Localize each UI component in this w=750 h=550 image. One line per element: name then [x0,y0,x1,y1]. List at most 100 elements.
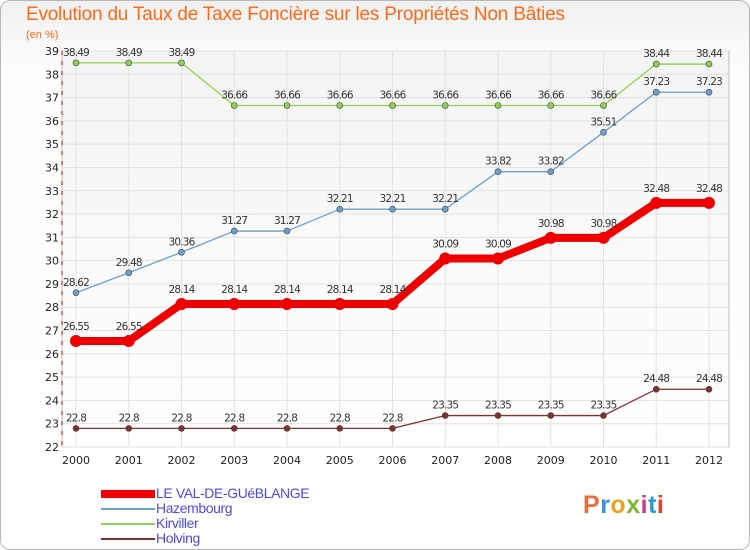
chart-title: Evolution du Taux de Taxe Foncière sur l… [26,4,565,25]
data-label: 24.48 [696,373,722,385]
data-point [547,412,555,419]
data-label: 26.55 [63,321,89,333]
data-label: 30.09 [485,239,511,251]
data-label: 31.27 [274,215,300,227]
y-tick-label: 27 [45,325,59,338]
data-point [230,227,238,235]
data-point [125,59,133,67]
data-point [72,289,80,297]
data-point [705,88,713,96]
data-label: 22.8 [330,412,350,424]
data-point [441,205,449,213]
data-label: 22.8 [66,412,86,424]
data-label: 28.14 [274,284,301,296]
data-label: 36.66 [432,90,459,102]
data-label: 33.82 [485,156,511,168]
data-label: 36.66 [327,90,354,102]
x-tick-label: 2003 [220,454,248,467]
data-label: 23.35 [485,400,511,412]
data-point [494,412,502,419]
proxiti-logo: Proxiti [583,491,665,519]
data-label: 36.66 [379,90,406,102]
y-tick-label: 29 [45,278,59,291]
legend-swatch [101,523,155,525]
data-label: 32.48 [643,183,669,195]
data-label: 22.8 [119,412,139,424]
x-tick-label: 2002 [168,454,196,467]
data-label: 29.48 [116,257,142,269]
data-label: 37.23 [643,76,669,88]
data-point [650,196,663,209]
unit-label: (en %) [26,29,59,41]
data-point [70,335,82,348]
data-label: 28.14 [168,284,195,296]
y-tick-label: 25 [45,371,59,384]
y-tick-label: 30 [45,255,59,268]
data-point [125,425,133,432]
data-label: 22.8 [382,412,402,424]
data-point [705,60,713,68]
legend-swatch [101,490,155,498]
data-label: 38.49 [168,47,194,59]
data-point [72,425,80,432]
data-label: 38.44 [643,48,670,60]
data-label: 30.98 [590,218,616,230]
data-point [336,102,344,109]
y-tick-label: 28 [45,301,59,314]
data-label: 30.98 [538,218,564,230]
data-point [230,425,238,432]
y-tick-label: 26 [45,348,59,361]
x-tick-label: 2012 [695,454,723,467]
data-point [544,231,557,244]
x-tick-label: 2006 [379,454,407,467]
y-tick-label: 34 [45,161,59,174]
x-tick-label: 2000 [62,454,90,467]
y-tick-label: 38 [45,68,59,81]
data-point [439,252,452,265]
data-point [494,168,502,175]
y-tick-label: 33 [45,185,59,198]
data-label: 24.48 [643,373,669,385]
data-point [600,412,607,419]
data-point [597,231,610,244]
data-point [705,385,713,393]
y-tick-label: 31 [45,231,59,244]
data-label: 36.66 [274,90,301,102]
data-point [336,205,344,213]
legend-swatch [101,508,155,510]
data-point [441,102,449,109]
legend-label: Holving [156,530,200,546]
data-point [652,88,660,96]
data-label: 32.21 [432,193,458,205]
data-point [178,248,185,256]
data-point [389,205,396,213]
data-label: 32.48 [696,183,722,195]
data-label: 32.21 [327,193,353,205]
data-label: 36.66 [538,90,565,102]
x-tick-label: 2010 [590,454,618,467]
data-point [230,102,238,109]
data-label: 23.35 [590,400,616,412]
data-point [389,425,396,432]
data-point [652,60,660,68]
data-label: 38.44 [696,48,723,60]
y-tick-label: 39 [45,45,59,58]
data-label: 28.14 [221,284,248,296]
data-point [600,102,607,109]
x-tick-label: 2004 [273,454,301,467]
data-label: 28.14 [379,284,406,296]
data-label: 35.51 [590,116,616,128]
data-point [494,102,502,109]
data-point [178,425,185,432]
data-point [652,385,660,393]
x-tick-label: 2001 [115,454,143,467]
y-tick-label: 23 [45,418,59,431]
data-point [547,102,555,109]
legend-label: LE VAL-DE-GUéBLANGE [156,485,310,501]
data-point [336,425,344,432]
y-tick-label: 35 [45,138,59,151]
data-label: 30.09 [432,239,458,251]
data-label: 38.49 [116,47,142,59]
legend-label: Hazembourg [156,500,233,516]
